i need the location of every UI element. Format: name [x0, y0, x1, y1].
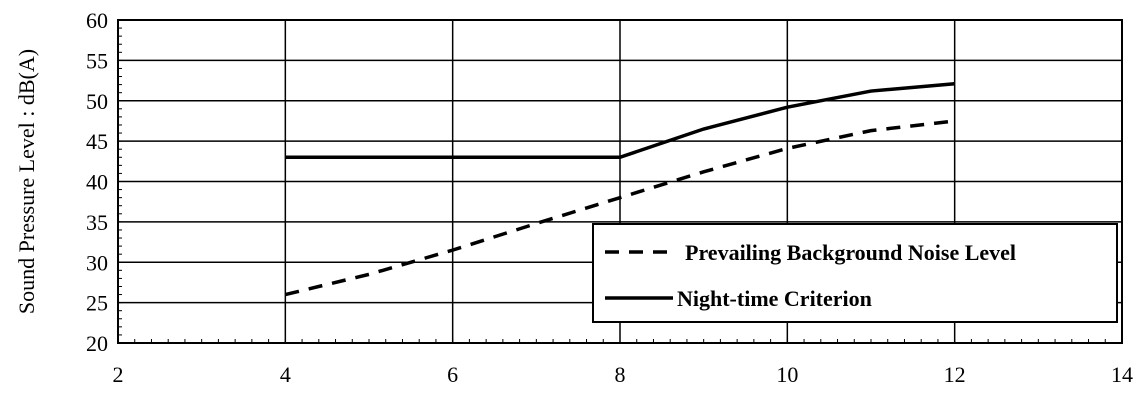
- legend-label-1: Prevailing Background Noise Level: [685, 240, 1016, 265]
- series-group: [284, 82, 955, 297]
- y-tick-label: 55: [86, 48, 108, 73]
- y-tick-label: 50: [86, 89, 108, 114]
- legend-box: [592, 223, 1118, 323]
- y-axis-label: Sound Pressure Level : dB(A): [14, 49, 39, 314]
- x-tick-label: 4: [280, 362, 291, 387]
- legend: Prevailing Background Noise Level Night-t…: [592, 223, 1118, 323]
- axes: 20 25 30 35 40 45 50 55 60 2 4 6 8 10 12 14: [86, 8, 1133, 387]
- x-tick-label: 14: [1111, 362, 1133, 387]
- y-tick-label: 35: [86, 210, 108, 235]
- y-tick-label: 45: [86, 129, 108, 154]
- y-tick-label: 60: [86, 8, 108, 33]
- y-tick-label: 25: [86, 291, 108, 316]
- x-tick-label: 10: [776, 362, 798, 387]
- y-tick-label: 40: [86, 170, 108, 195]
- x-tick-label: 12: [944, 362, 966, 387]
- x-tick-label: 8: [615, 362, 626, 387]
- legend-label-2: Night-time Criterion: [677, 286, 872, 311]
- x-tick-label: 2: [113, 362, 124, 387]
- y-tick-label: 30: [86, 250, 108, 275]
- y-tick-label: 20: [86, 331, 108, 356]
- x-tick-label: 6: [447, 362, 458, 387]
